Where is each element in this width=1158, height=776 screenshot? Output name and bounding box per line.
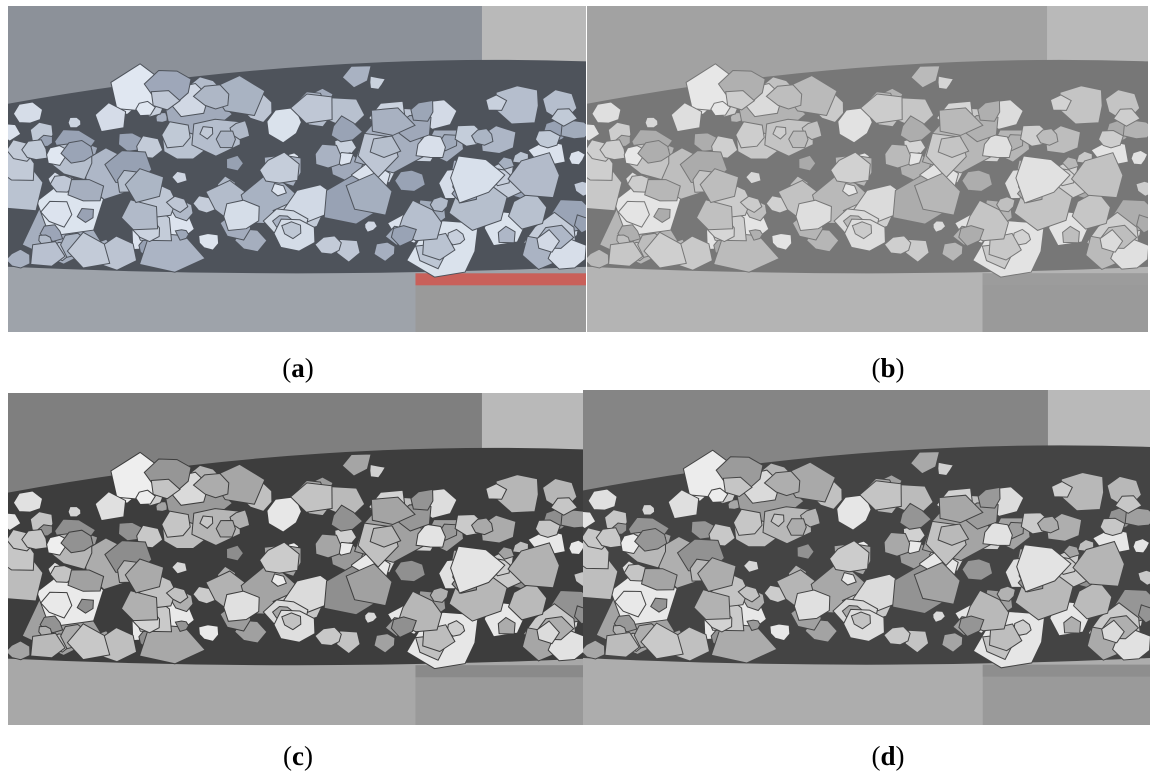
- figure: (a) (b) (c) (d): [0, 0, 1158, 776]
- label-open: (: [282, 353, 291, 383]
- label-close: ): [305, 353, 314, 383]
- corner-top: [1048, 390, 1150, 447]
- panel-label: (b): [871, 353, 904, 383]
- rock: [68, 507, 81, 517]
- rock: [884, 533, 910, 557]
- photo: [562, 390, 1158, 725]
- corner-top: [1047, 6, 1148, 61]
- photo: [0, 6, 596, 332]
- rock: [315, 534, 341, 558]
- label-letter: d: [880, 741, 895, 771]
- label-open: (: [871, 353, 880, 383]
- rock: [642, 505, 655, 516]
- photo: [566, 6, 1158, 332]
- rock: [68, 117, 81, 128]
- panel-label: (a): [282, 353, 314, 383]
- rock: [645, 117, 658, 128]
- label-close: ): [896, 353, 905, 383]
- rock: [885, 144, 911, 168]
- rock: [315, 144, 341, 168]
- label-open: (: [871, 741, 880, 771]
- label-letter: b: [880, 353, 895, 383]
- panel-label: (d): [871, 741, 904, 771]
- label-close: ): [896, 741, 905, 771]
- label-open: (: [283, 741, 292, 771]
- rock: [216, 131, 235, 148]
- photos: [0, 6, 1158, 725]
- photo: [0, 393, 596, 725]
- rock: [789, 131, 808, 148]
- panel-label: (c): [283, 741, 313, 771]
- label-letter: a: [291, 353, 305, 383]
- corner-top: [482, 6, 586, 61]
- rock: [787, 519, 806, 535]
- label-letter: c: [292, 741, 304, 771]
- rock: [216, 521, 235, 538]
- corner-top: [482, 393, 586, 449]
- page: (a) (b) (c) (d) (() => { const data = JS…: [0, 0, 1158, 776]
- label-close: ): [304, 741, 313, 771]
